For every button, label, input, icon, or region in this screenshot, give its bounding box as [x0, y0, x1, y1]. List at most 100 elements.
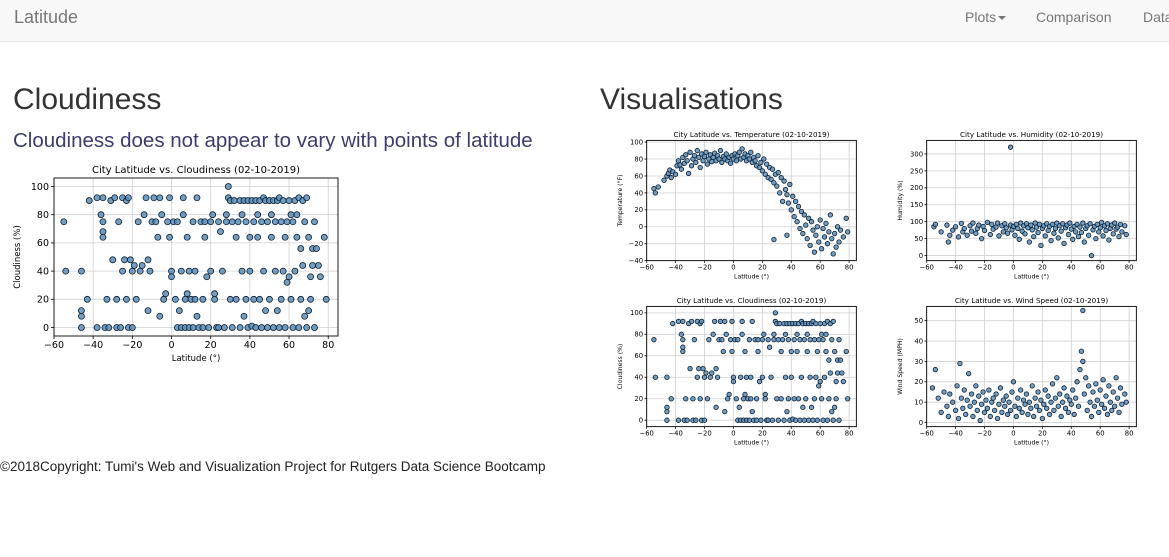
data-point	[836, 417, 842, 423]
data-point	[691, 152, 698, 159]
data-point	[128, 267, 136, 275]
data-point	[740, 396, 747, 402]
data-point	[967, 403, 973, 409]
x-tick-label: 80	[1125, 429, 1134, 437]
wind-speed-thumbnail-chart[interactable]: City Latitude vs. Wind Speed (02-10-2019…	[895, 292, 1145, 454]
data-point	[1078, 348, 1085, 354]
data-point	[651, 337, 657, 343]
chart-svg: City Latitude vs. Humidity (02-10-2019) −…	[897, 130, 1137, 281]
data-point	[823, 331, 829, 337]
data-point	[836, 239, 842, 245]
data-point	[1068, 401, 1074, 407]
data-point	[168, 267, 175, 275]
data-point	[1029, 227, 1035, 233]
data-point	[678, 331, 685, 337]
data-point	[1099, 219, 1105, 226]
data-point	[291, 267, 299, 275]
data-point	[749, 408, 755, 415]
data-point	[162, 290, 170, 298]
data-point	[792, 198, 799, 205]
data-point	[275, 324, 283, 331]
data-point	[1081, 239, 1087, 245]
data-point	[989, 221, 995, 228]
data-point	[1013, 413, 1019, 420]
data-point	[821, 374, 828, 380]
navbar-brand[interactable]: Latitude	[14, 7, 79, 27]
data-point	[970, 413, 976, 420]
data-point	[99, 218, 107, 226]
data-point	[733, 158, 739, 164]
nav-item-comparison[interactable]: Comparison	[1036, 9, 1112, 25]
data-point	[301, 312, 309, 320]
data-point	[1088, 252, 1095, 259]
data-point	[769, 417, 776, 423]
data-point	[684, 417, 690, 423]
humidity-thumbnail-chart[interactable]: City Latitude vs. Humidity (02-10-2019) −…	[895, 126, 1145, 288]
chart-title: City Latitude vs. Humidity (02-10-2019)	[960, 130, 1103, 139]
x-axis-label: Latitude (°)	[1014, 273, 1049, 281]
data-point	[1046, 411, 1053, 418]
data-point	[993, 391, 999, 397]
data-point	[254, 233, 262, 241]
data-point	[166, 194, 173, 202]
data-point	[981, 227, 988, 234]
data-point	[1110, 231, 1116, 237]
data-point	[242, 218, 250, 226]
data-point	[1036, 221, 1043, 228]
data-point	[742, 348, 748, 355]
x-tick-label: 20	[1038, 429, 1047, 437]
data-point	[1000, 229, 1006, 235]
y-tick-label: 300	[910, 150, 923, 158]
data-point	[688, 163, 695, 169]
data-point	[797, 225, 803, 232]
data-point	[240, 312, 248, 320]
nav-item-plots[interactable]: Plots	[965, 9, 1007, 25]
y-tick-label: 100	[630, 138, 643, 146]
data-point	[816, 383, 822, 389]
data-point	[684, 158, 690, 164]
data-point	[203, 273, 211, 281]
data-point	[700, 158, 706, 164]
data-point	[60, 218, 68, 226]
data-point	[1055, 403, 1061, 409]
data-point	[1044, 405, 1050, 411]
data-point	[713, 366, 719, 372]
data-point	[746, 156, 752, 162]
data-point	[675, 318, 682, 325]
data-point	[1119, 401, 1125, 407]
data-point	[1078, 229, 1085, 236]
data-point	[753, 417, 760, 423]
data-point	[1031, 413, 1037, 420]
data-point	[800, 404, 806, 410]
data-point	[1061, 240, 1067, 247]
data-point	[207, 267, 215, 275]
data-point	[996, 401, 1002, 407]
x-tick-label: 80	[845, 429, 854, 437]
data-point	[1005, 230, 1011, 236]
nav-item-data[interactable]: Data	[1143, 9, 1169, 25]
data-point	[211, 290, 219, 298]
data-point	[1122, 223, 1128, 229]
data-point	[1083, 375, 1089, 381]
x-tick-label: 40	[244, 340, 256, 351]
data-point	[961, 387, 967, 393]
y-axis-label: Cloudiness (%)	[617, 344, 624, 390]
temperature-thumbnail-chart[interactable]: City Latitude vs. Temperature (02-10-201…	[615, 126, 865, 288]
y-axis-label: Humidity (%)	[897, 180, 904, 220]
y-axis-label: Wind Speed (MPH)	[897, 338, 904, 395]
data-point	[189, 324, 197, 331]
data-point	[1031, 233, 1037, 240]
data-point	[777, 320, 783, 327]
data-point	[771, 180, 777, 186]
y-tick-label: 60	[37, 238, 49, 249]
cloudiness-thumbnail-chart[interactable]: City Latitude vs. Cloudiness (02-10-2019…	[615, 292, 865, 454]
data-point	[987, 231, 993, 238]
data-point	[1109, 407, 1115, 413]
data-point	[1085, 232, 1092, 238]
x-tick-label: −40	[668, 429, 682, 437]
x-tick-label: 20	[758, 429, 767, 437]
data-point	[968, 391, 975, 397]
data-point	[130, 262, 138, 269]
data-point	[729, 348, 735, 355]
data-point	[1052, 225, 1059, 232]
